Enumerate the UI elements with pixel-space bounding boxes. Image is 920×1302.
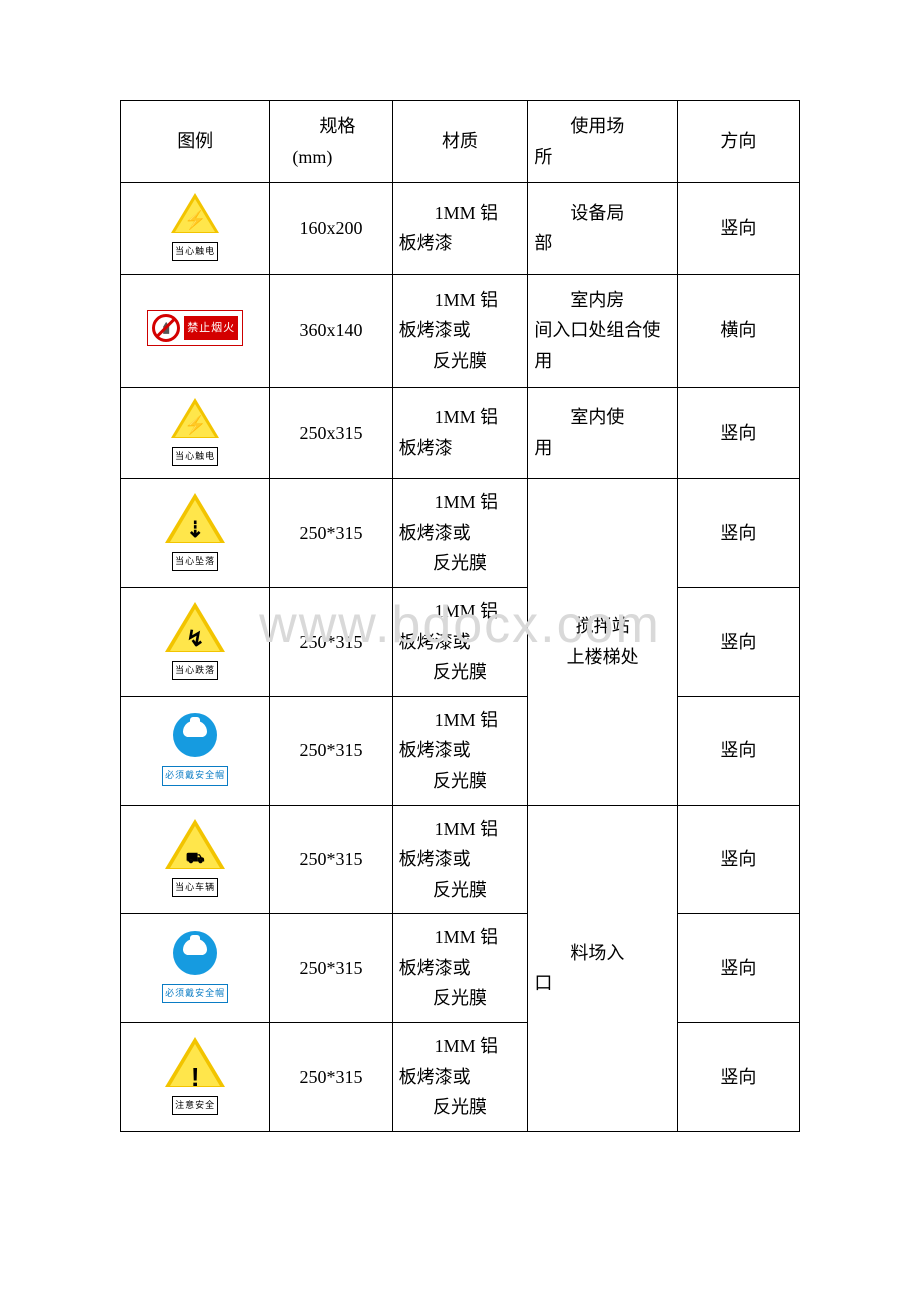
table-row: ⚡ 当心触电 160x200 1MM 铝板烤漆 设备局部 竖向 bbox=[121, 183, 800, 275]
cell-material: 1MM 铝板烤漆或 反光膜 bbox=[392, 1023, 528, 1132]
cell-direction: 竖向 bbox=[677, 805, 799, 914]
warn-general-icon: 注意安全 bbox=[165, 1037, 225, 1118]
mat-line: 1MM 铝 bbox=[399, 198, 522, 229]
table-row: 禁止烟火 360x140 1MM 铝板烤漆或 反光膜 室内房间入口处组合使用 横… bbox=[121, 274, 800, 387]
cell-icon: 注意安全 bbox=[121, 1023, 270, 1132]
cell-material: 1MM 铝板烤漆或 反光膜 bbox=[392, 479, 528, 588]
col-header-place-text: 使用场 bbox=[534, 111, 670, 142]
cell-spec: 160x200 bbox=[270, 183, 392, 275]
icon-caption: 必须戴安全帽 bbox=[162, 766, 228, 785]
cell-icon: 当心坠落 bbox=[121, 479, 270, 588]
cell-place: 室内使用 bbox=[528, 387, 677, 479]
icon-caption: 当心触电 bbox=[172, 447, 218, 466]
cell-material: 1MM 铝板烤漆或 反光膜 bbox=[392, 587, 528, 696]
cell-icon: 必须戴安全帽 bbox=[121, 914, 270, 1023]
cell-material: 1MM 铝板烤漆或 反光膜 bbox=[392, 274, 528, 387]
cell-material: 1MM 铝板烤漆或 反光膜 bbox=[392, 805, 528, 914]
cell-icon: 当心车辆 bbox=[121, 805, 270, 914]
mat-line: 1MM 铝 bbox=[399, 1031, 522, 1062]
cell-icon: 禁止烟火 bbox=[121, 274, 270, 387]
cell-direction: 竖向 bbox=[677, 1023, 799, 1132]
warn-vehicle-icon: 当心车辆 bbox=[165, 819, 225, 900]
icon-caption: 禁止烟火 bbox=[184, 316, 238, 341]
cell-material: 1MM 铝板烤漆或 反光膜 bbox=[392, 696, 528, 805]
cell-direction: 竖向 bbox=[677, 479, 799, 588]
cell-direction: 竖向 bbox=[677, 696, 799, 805]
table-header-row: 图例 规格(mm) 材质 使用场所 方向 bbox=[121, 101, 800, 183]
cell-spec: 250x315 bbox=[270, 387, 392, 479]
mandatory-helmet-icon: 必须戴安全帽 bbox=[162, 931, 228, 1006]
cell-spec: 250*315 bbox=[270, 696, 392, 805]
icon-caption: 当心坠落 bbox=[172, 552, 218, 571]
mat-line: 反光膜 bbox=[399, 346, 522, 377]
table-row: 当心车辆 250*315 1MM 铝板烤漆或 反光膜 料场入口 竖向 bbox=[121, 805, 800, 914]
cell-spec: 250*315 bbox=[270, 1023, 392, 1132]
icon-caption: 必须戴安全帽 bbox=[162, 984, 228, 1003]
cell-material: 1MM 铝板烤漆 bbox=[392, 387, 528, 479]
col-header-icon: 图例 bbox=[121, 101, 270, 183]
table-row: 必须戴安全帽 250*315 1MM 铝板烤漆或 反光膜 竖向 bbox=[121, 696, 800, 805]
cell-icon: ⚡ 当心触电 bbox=[121, 387, 270, 479]
mat-line: 1MM 铝 bbox=[399, 705, 522, 736]
cell-spec: 360x140 bbox=[270, 274, 392, 387]
table-row: 当心跌落 250*315 1MM 铝板烤漆或 反光膜 竖向 bbox=[121, 587, 800, 696]
col-header-spec-text: 规格(mm) bbox=[292, 111, 385, 172]
mat-line: 反光膜 bbox=[399, 983, 522, 1014]
place-line: 料场入 bbox=[534, 938, 670, 969]
place-line: 设备局 bbox=[534, 198, 670, 229]
mat-line: 1MM 铝 bbox=[399, 285, 522, 316]
cell-icon: ⚡ 当心触电 bbox=[121, 183, 270, 275]
cell-material: 1MM 铝板烤漆或 反光膜 bbox=[392, 914, 528, 1023]
icon-caption: 当心触电 bbox=[172, 242, 218, 261]
cell-icon: 必须戴安全帽 bbox=[121, 696, 270, 805]
cell-icon: 当心跌落 bbox=[121, 587, 270, 696]
cell-direction: 竖向 bbox=[677, 587, 799, 696]
cell-spec: 250*315 bbox=[270, 805, 392, 914]
col-header-place: 使用场所 bbox=[528, 101, 677, 183]
cell-material: 1MM 铝板烤漆 bbox=[392, 183, 528, 275]
mat-line: 反光膜 bbox=[399, 766, 522, 797]
col-header-mat: 材质 bbox=[392, 101, 528, 183]
table-row: 当心坠落 250*315 1MM 铝板烤漆或 反光膜 搅拌站上楼梯处 竖向 bbox=[121, 479, 800, 588]
mat-line: 1MM 铝 bbox=[399, 814, 522, 845]
cell-spec: 250*315 bbox=[270, 587, 392, 696]
mat-line: 反光膜 bbox=[399, 1092, 522, 1123]
table-row: 必须戴安全帽 250*315 1MM 铝板烤漆或 反光膜 竖向 bbox=[121, 914, 800, 1023]
cell-direction: 竖向 bbox=[677, 183, 799, 275]
cell-place: 搅拌站上楼梯处 bbox=[528, 479, 677, 805]
table-row: 注意安全 250*315 1MM 铝板烤漆或 反光膜 竖向 bbox=[121, 1023, 800, 1132]
mat-line: 1MM 铝 bbox=[399, 922, 522, 953]
place-line: 室内使 bbox=[534, 402, 670, 433]
mat-line: 反光膜 bbox=[399, 657, 522, 688]
page: www.bdocx.com 图例 规格(mm) 材质 使用场所 方向 ⚡ 当心触… bbox=[0, 0, 920, 1232]
mandatory-helmet-icon: 必须戴安全帽 bbox=[162, 713, 228, 788]
mat-line: 1MM 铝 bbox=[399, 596, 522, 627]
safety-sign-table: 图例 规格(mm) 材质 使用场所 方向 ⚡ 当心触电 160x200 1MM … bbox=[120, 100, 800, 1132]
place-line: 室内房 bbox=[534, 285, 670, 316]
mat-line: 反光膜 bbox=[399, 548, 522, 579]
warn-electric-icon: ⚡ 当心触电 bbox=[171, 398, 219, 469]
cell-spec: 250*315 bbox=[270, 479, 392, 588]
mat-line: 反光膜 bbox=[399, 875, 522, 906]
warn-electric-icon: ⚡ 当心触电 bbox=[171, 193, 219, 264]
place-line: 搅拌站上楼梯处 bbox=[567, 616, 639, 667]
cell-direction: 竖向 bbox=[677, 387, 799, 479]
table-row: ⚡ 当心触电 250x315 1MM 铝板烤漆 室内使用 竖向 bbox=[121, 387, 800, 479]
cell-place: 料场入口 bbox=[528, 805, 677, 1131]
col-header-spec: 规格(mm) bbox=[270, 101, 392, 183]
prohibit-circle-icon bbox=[152, 314, 180, 342]
cell-place: 室内房间入口处组合使用 bbox=[528, 274, 677, 387]
icon-caption: 当心跌落 bbox=[172, 661, 218, 680]
cell-spec: 250*315 bbox=[270, 914, 392, 1023]
icon-caption: 当心车辆 bbox=[172, 878, 218, 897]
cell-place: 设备局部 bbox=[528, 183, 677, 275]
mat-line: 1MM 铝 bbox=[399, 402, 522, 433]
mat-line: 1MM 铝 bbox=[399, 487, 522, 518]
cell-direction: 横向 bbox=[677, 274, 799, 387]
warn-fall-icon: 当心坠落 bbox=[165, 493, 225, 574]
cell-direction: 竖向 bbox=[677, 914, 799, 1023]
ban-smoke-icon: 禁止烟火 bbox=[147, 310, 243, 346]
col-header-dir: 方向 bbox=[677, 101, 799, 183]
warn-trip-icon: 当心跌落 bbox=[165, 602, 225, 683]
